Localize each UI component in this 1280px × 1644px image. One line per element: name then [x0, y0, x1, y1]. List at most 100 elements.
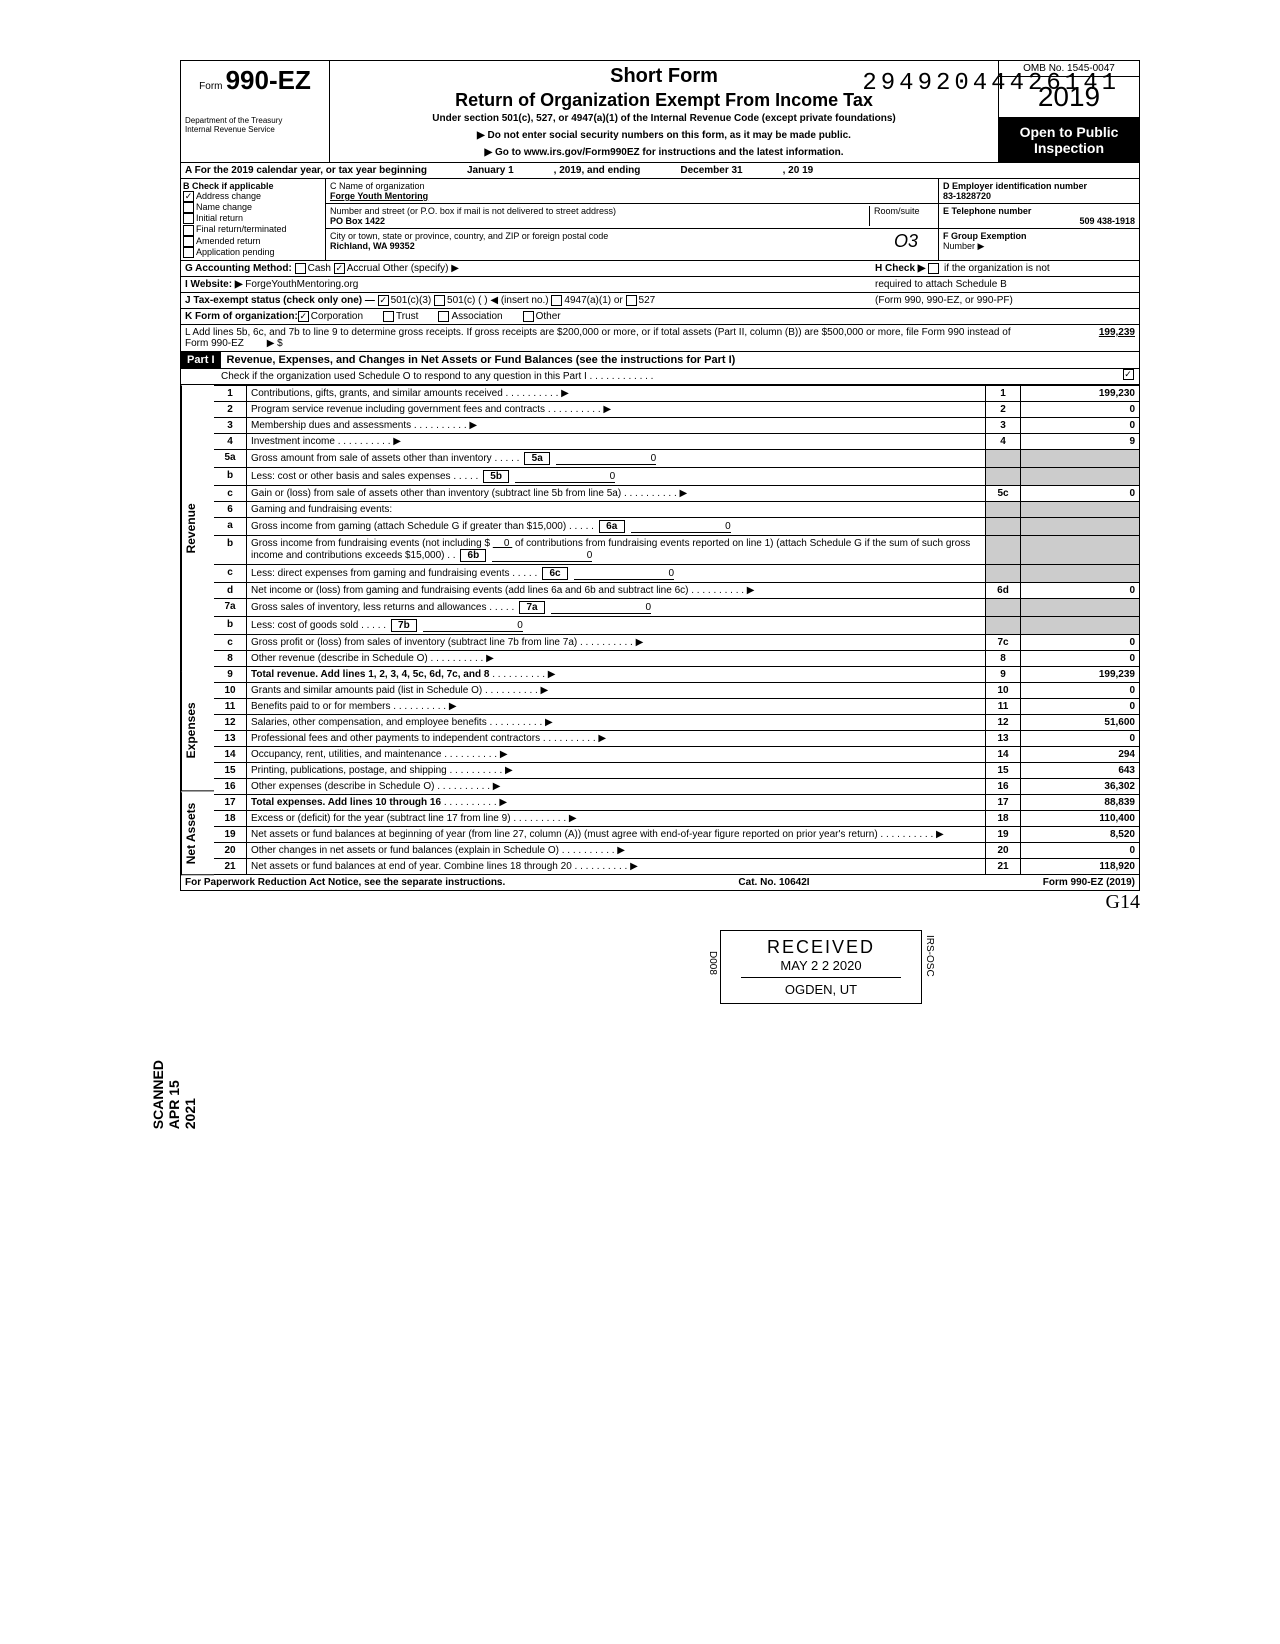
stamp-date: MAY 2 2 2020	[731, 958, 911, 973]
stamp-side1: IRS-OSC	[924, 935, 935, 977]
b-label: Name change	[196, 202, 252, 212]
scanned-stamp: SCANNED APR 15 2021	[150, 1060, 198, 1129]
other-label: Other	[536, 311, 561, 322]
open-public-2: Inspection	[1001, 140, 1137, 156]
dln: 29492044426141	[862, 70, 1120, 97]
org-name: Forge Youth Mentoring	[330, 191, 934, 201]
row-j: J Tax-exempt status (check only one) — ✓…	[180, 293, 1140, 309]
org-address: PO Box 1422	[330, 216, 869, 226]
row-a-label: A For the 2019 calendar year, or tax yea…	[185, 165, 427, 176]
b-check[interactable]: ✓	[183, 191, 194, 202]
l-text: L Add lines 5b, 6c, and 7b to line 9 to …	[185, 327, 1011, 349]
handwritten: G14	[180, 891, 1140, 914]
b-header: B Check if applicable	[183, 181, 323, 191]
form-number: 990-EZ	[226, 65, 311, 95]
c-name-label: C Name of organization	[330, 181, 934, 191]
form-prefix: Form	[199, 81, 222, 92]
opt-4947: 4947(a)(1) or	[564, 295, 622, 306]
b-label: Final return/terminated	[196, 224, 287, 234]
h-text4: (Form 990, 990-EZ, or 990-PF)	[875, 295, 1135, 306]
telephone: 509 438-1918	[943, 216, 1135, 226]
l-arrow: ▶ $	[267, 338, 283, 349]
b-label: Initial return	[196, 213, 243, 223]
dept-treasury: Department of the Treasury	[185, 116, 325, 125]
h-text3: required to attach Schedule B	[875, 279, 1135, 290]
website: ForgeYouthMentoring.org	[245, 279, 358, 290]
stamp-received: RECEIVED	[731, 937, 911, 958]
part1-check-line: Check if the organization used Schedule …	[181, 369, 1119, 384]
opt-527: 527	[639, 295, 656, 306]
accrual-checkbox[interactable]: ✓	[334, 263, 345, 274]
opt-501c: 501(c) (	[447, 295, 481, 306]
e-tel-label: E Telephone number	[943, 206, 1135, 216]
h-text2: if the organization is not	[944, 263, 1050, 274]
part1-body: Revenue Expenses Net Assets 1Contributio…	[180, 385, 1140, 875]
footer-right: Form 990-EZ (2019)	[1043, 877, 1135, 888]
b-check[interactable]	[183, 236, 194, 247]
501c-checkbox[interactable]	[434, 295, 445, 306]
opt-501c3: 501(c)(3)	[391, 295, 432, 306]
accrual-label: Accrual	[347, 263, 380, 274]
b-label: Amended return	[196, 236, 261, 246]
stamp-side2: D008	[707, 951, 718, 975]
row-g: G Accounting Method: Cash ✓Accrual Other…	[180, 260, 1140, 277]
dept-irs: Internal Revenue Service	[185, 125, 325, 134]
cash-label: Cash	[308, 263, 331, 274]
row-i: I Website: ▶ ForgeYouthMentoring.org req…	[180, 277, 1140, 293]
schedule-o-checkbox[interactable]: ✓	[1123, 369, 1134, 380]
subtitle: Under section 501(c), 527, or 4947(a)(1)…	[334, 113, 994, 124]
527-checkbox[interactable]	[626, 295, 637, 306]
d-ein-label: D Employer identification number	[943, 181, 1135, 191]
k-label: K Form of organization:	[185, 311, 298, 322]
b-check[interactable]	[183, 225, 194, 236]
4947-checkbox[interactable]	[551, 295, 562, 306]
j-label: J Tax-exempt status (check only one) —	[185, 295, 375, 306]
part1-header-row: Part I Revenue, Expenses, and Changes in…	[180, 352, 1140, 368]
org-city: Richland, WA 99352	[330, 241, 894, 251]
trust-checkbox[interactable]	[383, 311, 394, 322]
part1-label: Part I	[181, 352, 221, 368]
b-check[interactable]	[183, 202, 194, 213]
revenue-label: Revenue	[181, 385, 214, 671]
instr-2: ▶ Go to www.irs.gov/Form990EZ for instru…	[334, 147, 994, 158]
instr-1: ▶ Do not enter social security numbers o…	[334, 130, 994, 141]
b-label: Address change	[196, 191, 261, 201]
section-bcdef: B Check if applicable ✓Address changeNam…	[180, 179, 1140, 260]
netassets-label: Net Assets	[181, 792, 214, 875]
row-a-suffix: , 20 19	[783, 165, 814, 176]
row-k: K Form of organization: ✓Corporation Tru…	[180, 309, 1140, 325]
h-checkbox[interactable]	[928, 263, 939, 274]
cash-checkbox[interactable]	[295, 263, 306, 274]
b-check[interactable]	[183, 213, 194, 224]
footer-left: For Paperwork Reduction Act Notice, see …	[185, 877, 505, 888]
opt-insert: ) ◀ (insert no.)	[484, 295, 548, 306]
footer-mid: Cat. No. 10642I	[738, 877, 809, 888]
part1-title: Revenue, Expenses, and Changes in Net As…	[221, 352, 1139, 368]
other-checkbox[interactable]	[523, 311, 534, 322]
stamp-loc: OGDEN, UT	[731, 982, 911, 997]
room-label: Room/suite	[869, 206, 934, 226]
assoc-checkbox[interactable]	[438, 311, 449, 322]
trust-label: Trust	[396, 311, 418, 322]
b-check[interactable]	[183, 247, 194, 258]
other-specify: Other (specify) ▶	[383, 263, 459, 274]
l-value: 199,239	[1035, 327, 1135, 349]
501c3-checkbox[interactable]: ✓	[378, 295, 389, 306]
f-group-number: Number ▶	[943, 241, 1135, 252]
c-addr-label: Number and street (or P.O. box if mail i…	[330, 206, 869, 216]
footer: For Paperwork Reduction Act Notice, see …	[180, 875, 1140, 891]
expenses-label: Expenses	[181, 671, 214, 791]
row-l: L Add lines 5b, 6c, and 7b to line 9 to …	[180, 325, 1140, 352]
assoc-label: Association	[451, 311, 502, 322]
received-stamp: RECEIVED MAY 2 2 2020 OGDEN, UT IRS-OSC …	[720, 930, 922, 1004]
i-label: I Website: ▶	[185, 279, 243, 290]
row-a-begin: January 1	[467, 165, 514, 176]
b-label: Application pending	[196, 247, 275, 257]
c-city-label: City or town, state or province, country…	[330, 231, 894, 241]
corp-label: Corporation	[311, 311, 363, 322]
open-public-1: Open to Public	[1001, 124, 1137, 140]
h-check: H Check ▶	[875, 263, 925, 274]
f-group-label: F Group Exemption	[943, 231, 1027, 241]
row-a-mid: , 2019, and ending	[554, 165, 641, 176]
corp-checkbox[interactable]: ✓	[298, 311, 309, 322]
